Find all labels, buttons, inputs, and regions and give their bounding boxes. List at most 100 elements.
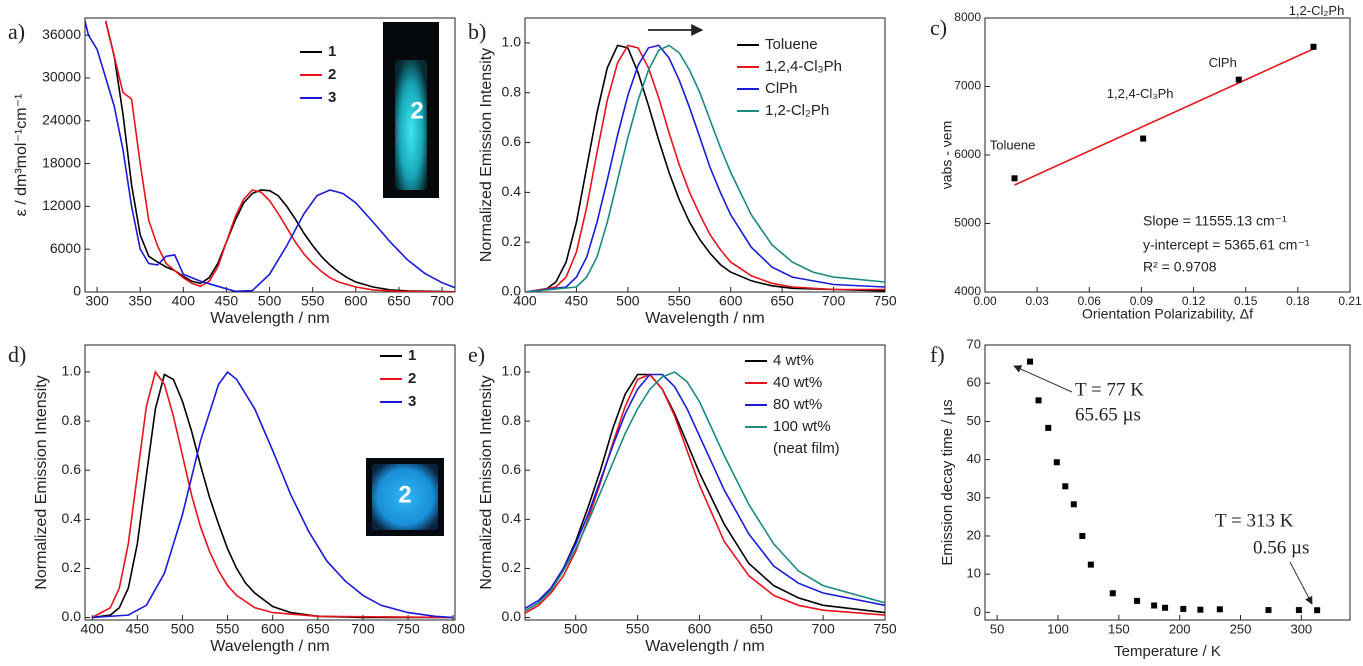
legend-label: 1 xyxy=(328,43,336,60)
point xyxy=(1310,43,1317,50)
x-tick-label: 750 xyxy=(873,293,897,309)
y-tick-label: 0 xyxy=(73,283,81,299)
point xyxy=(1134,597,1141,604)
x-tick-label: 550 xyxy=(301,293,325,309)
x-tick-label: 700 xyxy=(811,621,835,637)
y-tick-label: 36000 xyxy=(42,26,81,42)
x-tick-label: 650 xyxy=(770,293,794,309)
y-tick-label: 0.8 xyxy=(62,412,82,428)
legend-label: 40 wt% xyxy=(773,374,822,391)
series-line xyxy=(91,370,454,619)
point xyxy=(1235,76,1242,83)
annotation-arrow xyxy=(1013,365,1073,393)
point-label: ClPh xyxy=(1209,55,1237,70)
series-line xyxy=(525,44,885,292)
y-tick-label: 0.0 xyxy=(62,608,82,624)
legend-note: (neat film) xyxy=(773,440,840,457)
y-tick-label: 40 xyxy=(967,451,981,466)
x-tick-label: 200 xyxy=(1169,621,1191,636)
x-tick-label: 400 xyxy=(513,293,537,309)
x-tick-label: 0.03 xyxy=(1025,294,1049,308)
y-tick-label: 10 xyxy=(967,566,981,581)
x-tick-label: 650 xyxy=(306,621,330,637)
point xyxy=(1045,424,1052,431)
y-tick-label: 1.0 xyxy=(502,34,522,50)
x-tick-label: 350 xyxy=(129,293,153,309)
x-axis-label: Wavelength / nm xyxy=(645,310,764,327)
legend-label: 100 wt% xyxy=(773,418,831,435)
x-tick-label: 650 xyxy=(750,621,774,637)
plot-frame xyxy=(84,344,456,621)
legend-label: 1,2-Cl₂Ph xyxy=(765,102,829,119)
point xyxy=(1035,397,1042,404)
x-tick-label: 0.00 xyxy=(973,294,997,308)
y-tick-label: 0.4 xyxy=(502,183,522,199)
x-axis-label: Wavelength / nm xyxy=(645,638,764,655)
panel-label: d) xyxy=(8,342,26,367)
point xyxy=(1295,607,1302,614)
y-tick-label: 4000 xyxy=(954,284,981,298)
series-line xyxy=(104,20,455,292)
x-tick-label: 150 xyxy=(1108,621,1130,636)
x-tick-label: 650 xyxy=(387,293,411,309)
series-line xyxy=(92,373,454,619)
point xyxy=(1027,358,1034,365)
x-tick-label: 0.09 xyxy=(1130,294,1154,308)
legend-label: Toluene xyxy=(765,36,818,53)
y-tick-label: 50 xyxy=(967,413,981,428)
y-tick-label: 5000 xyxy=(954,216,981,230)
y-tick-label: 0.8 xyxy=(502,412,522,428)
x-tick-label: 250 xyxy=(1230,621,1252,636)
y-tick-label: 60 xyxy=(967,375,981,390)
y-tick-label: 6000 xyxy=(954,147,981,161)
annotation: Slope = 11555.13 cm⁻¹ xyxy=(1143,213,1287,229)
y-tick-label: 0.2 xyxy=(502,233,522,249)
legend-label: 3 xyxy=(328,89,336,106)
x-tick-label: 450 xyxy=(126,621,150,637)
y-tick-label: 18000 xyxy=(42,154,81,170)
x-tick-label: 700 xyxy=(351,621,375,637)
x-tick-label: 700 xyxy=(822,293,846,309)
x-tick-label: 400 xyxy=(81,621,105,637)
fit-line xyxy=(1014,47,1316,186)
x-tick-label: 450 xyxy=(215,293,239,309)
panel-label: f) xyxy=(930,342,945,367)
point xyxy=(1140,135,1147,142)
point-label: 1,2,4-Cl₃Ph xyxy=(1107,86,1174,101)
y-tick-label: 0.2 xyxy=(502,559,522,575)
film xyxy=(372,464,438,530)
y-tick-label: 0.6 xyxy=(62,461,82,477)
point xyxy=(1011,175,1018,182)
point xyxy=(1197,606,1204,613)
annotation: 65.65 µs xyxy=(1075,404,1141,425)
vial xyxy=(395,60,427,190)
x-tick-label: 550 xyxy=(216,621,240,637)
series-line xyxy=(525,373,885,614)
y-axis-label: ε / dm³mol⁻¹cm⁻¹ xyxy=(13,94,30,217)
point xyxy=(1070,501,1077,508)
x-tick-label: 700 xyxy=(430,293,454,309)
series-line xyxy=(92,370,454,619)
legend-label: 4 wt% xyxy=(773,352,814,369)
series-line xyxy=(525,373,885,616)
point xyxy=(1180,605,1187,612)
y-tick-label: 30 xyxy=(967,489,981,504)
point xyxy=(1087,561,1094,568)
y-tick-label: 20 xyxy=(967,527,981,542)
x-tick-label: 600 xyxy=(719,293,743,309)
annotation: 0.56 µs xyxy=(1253,537,1309,558)
point xyxy=(1109,590,1116,597)
x-tick-label: 300 xyxy=(85,293,109,309)
x-tick-label: 0.12 xyxy=(1182,294,1206,308)
y-tick-label: 6000 xyxy=(50,240,81,256)
plot-frame xyxy=(984,344,1351,621)
x-tick-label: 100 xyxy=(1047,621,1069,636)
legend-label: ClPh xyxy=(765,80,798,97)
x-tick-label: 300 xyxy=(1290,621,1312,636)
x-tick-label: 550 xyxy=(668,293,692,309)
legend-label: 1,2,4-Cl₃Ph xyxy=(765,58,842,75)
x-tick-label: 600 xyxy=(344,293,368,309)
y-tick-label: 0.4 xyxy=(62,510,82,526)
x-axis-label: Temperature / K xyxy=(1114,643,1221,660)
annotation: T = 77 K xyxy=(1075,379,1144,400)
